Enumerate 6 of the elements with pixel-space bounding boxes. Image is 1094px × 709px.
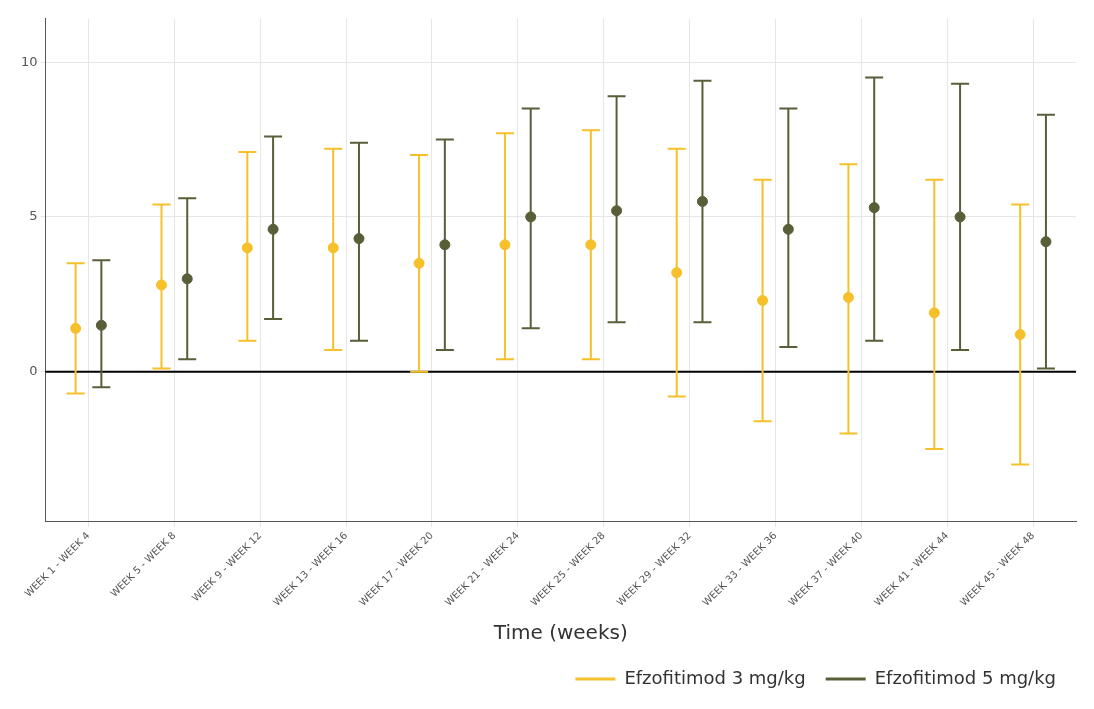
legend-label: Efzofitimod 3 mg/kg (624, 666, 806, 688)
y-tick-label: 0 (29, 363, 38, 379)
y-tick-label: 5 (29, 208, 38, 224)
x-axis-title: Time (weeks) (492, 620, 628, 645)
legend-label: Efzofitimod 5 mg/kg (874, 666, 1056, 688)
y-tick-label: 10 (21, 53, 38, 69)
